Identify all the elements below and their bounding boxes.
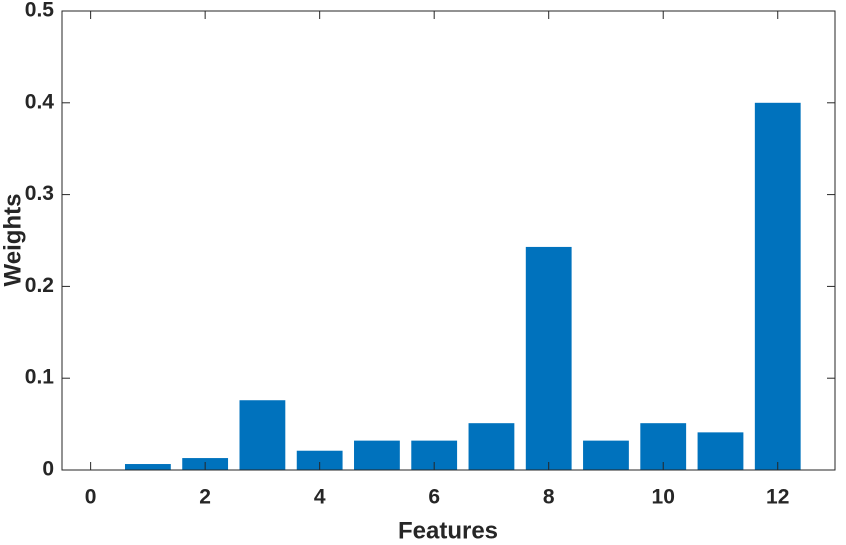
y-tick-label: 0.2 <box>25 274 54 297</box>
bar <box>525 246 572 470</box>
x-tick-label: 10 <box>652 486 675 509</box>
axes-box <box>61 10 836 471</box>
y-tick-label: 0.1 <box>25 366 55 389</box>
bar <box>468 423 515 470</box>
y-axis-label: Weights <box>0 194 26 287</box>
bar <box>754 102 801 471</box>
x-axis-label: Features <box>398 517 498 544</box>
y-tick-label: 0.4 <box>25 90 55 113</box>
x-tick-label: 12 <box>766 486 789 509</box>
bar <box>124 464 171 470</box>
x-tick-label: 8 <box>543 486 555 509</box>
bar <box>239 400 286 470</box>
y-tick-label: 0.5 <box>25 0 55 22</box>
y-tick-label: 0.3 <box>25 182 54 205</box>
x-tick-label: 2 <box>199 486 211 509</box>
bar <box>354 440 400 470</box>
y-tick-label: 0 <box>42 458 54 481</box>
bar <box>697 432 744 470</box>
bar <box>583 440 629 470</box>
x-tick-label: 4 <box>314 486 326 509</box>
x-tick-label: 6 <box>428 486 440 509</box>
x-tick-label: 0 <box>85 486 97 509</box>
bar <box>296 450 343 470</box>
